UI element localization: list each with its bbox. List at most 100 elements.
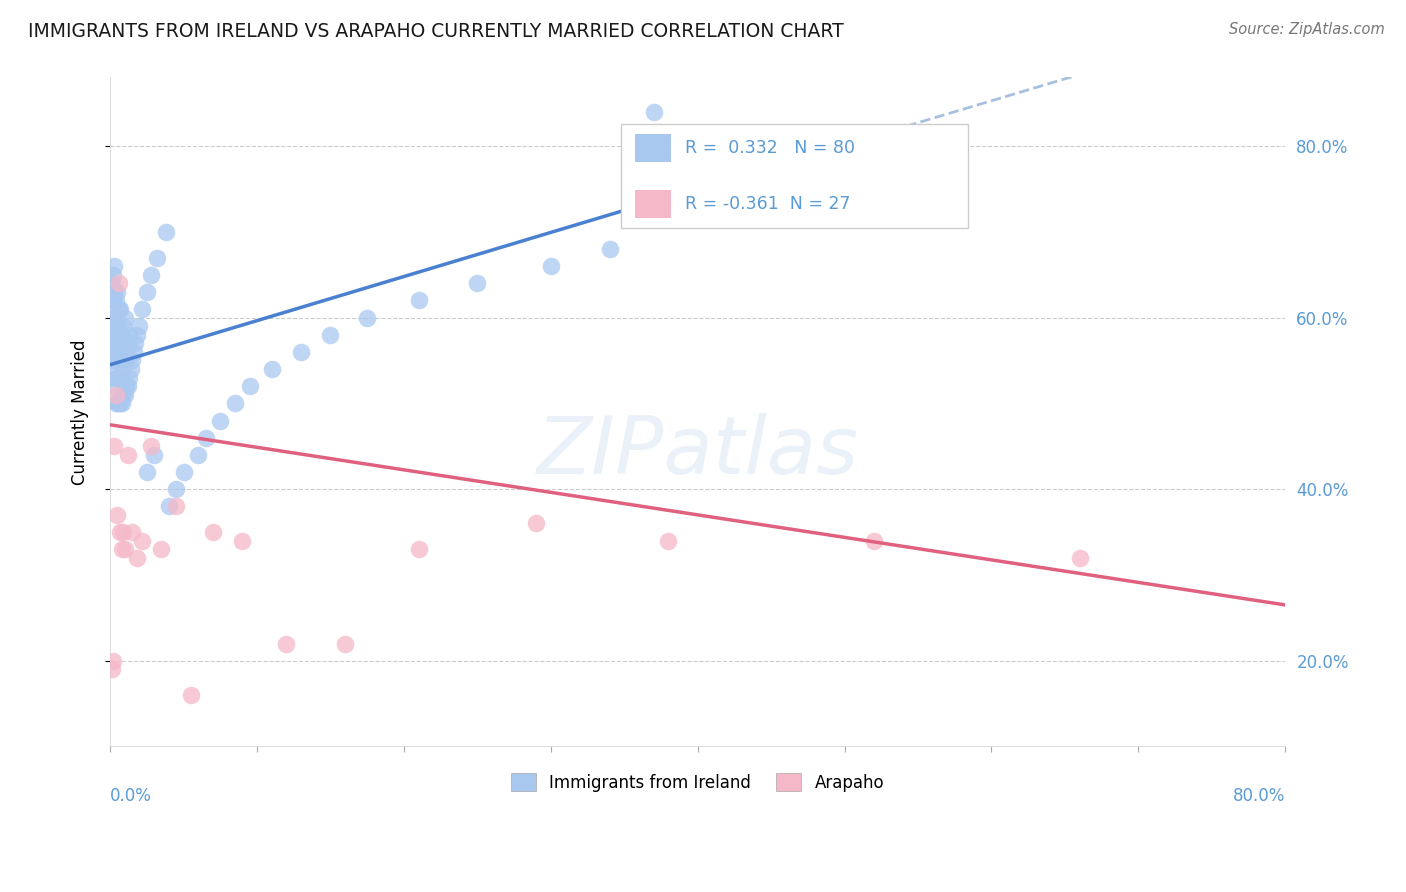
Point [110, 370, 132, 384]
Point [141, 439, 163, 453]
Point [333, 636, 356, 650]
Point [111, 327, 134, 342]
Point [114, 388, 136, 402]
Point [112, 353, 135, 368]
Point [141, 268, 163, 282]
Text: 80.0%: 80.0% [1233, 787, 1285, 805]
Point [135, 465, 157, 479]
Point [112, 388, 135, 402]
FancyBboxPatch shape [621, 124, 967, 228]
Point [110, 396, 132, 410]
Point [1069, 550, 1091, 565]
Point [103, 310, 125, 325]
Point [101, 268, 124, 282]
Text: IMMIGRANTS FROM IRELAND VS ARAPAHO CURRENTLY MARRIED CORRELATION CHART: IMMIGRANTS FROM IRELAND VS ARAPAHO CURRE… [28, 22, 844, 41]
Point [131, 301, 153, 316]
Point [100, 327, 122, 342]
Point [121, 353, 143, 368]
Point [643, 104, 665, 119]
Point [121, 524, 143, 539]
Legend: Immigrants from Ireland, Arapaho: Immigrants from Ireland, Arapaho [505, 767, 891, 798]
Point [173, 465, 195, 479]
Point [107, 508, 129, 522]
Point [276, 636, 298, 650]
Point [104, 293, 127, 308]
Point [165, 500, 187, 514]
Point [101, 654, 124, 668]
Point [100, 277, 122, 291]
Point [103, 285, 125, 299]
Point [155, 225, 177, 239]
Point [209, 413, 232, 427]
Point [103, 439, 125, 453]
Point [114, 542, 136, 557]
Point [863, 533, 886, 548]
Point [103, 336, 125, 351]
Point [114, 353, 136, 368]
Y-axis label: Currently Married: Currently Married [72, 339, 89, 484]
Point [107, 319, 129, 334]
Point [408, 293, 430, 308]
Point [103, 353, 125, 368]
Point [100, 345, 122, 359]
Point [157, 500, 180, 514]
Point [107, 345, 129, 359]
Point [117, 448, 139, 462]
Point [103, 379, 125, 393]
Point [110, 301, 132, 316]
Point [290, 345, 312, 359]
Point [224, 396, 246, 410]
FancyBboxPatch shape [636, 135, 671, 162]
Point [117, 379, 139, 393]
Point [194, 431, 217, 445]
Point [111, 542, 134, 557]
Point [524, 516, 547, 531]
Point [100, 662, 122, 676]
Point [112, 524, 135, 539]
Point [101, 362, 124, 376]
Point [146, 251, 169, 265]
Text: 0.0%: 0.0% [110, 787, 152, 805]
Point [599, 242, 621, 256]
Point [104, 370, 127, 384]
Text: ZIPatlas: ZIPatlas [537, 413, 859, 491]
Point [108, 396, 131, 410]
Point [187, 448, 209, 462]
Point [114, 310, 136, 325]
Point [104, 396, 127, 410]
Point [111, 396, 134, 410]
Point [143, 448, 166, 462]
Point [101, 327, 124, 342]
Point [260, 362, 283, 376]
Point [150, 542, 173, 557]
Point [104, 345, 127, 359]
Point [103, 259, 125, 273]
Point [108, 370, 131, 384]
Point [239, 379, 262, 393]
Point [125, 327, 148, 342]
Point [135, 285, 157, 299]
Point [111, 362, 134, 376]
Point [128, 319, 150, 334]
Point [112, 319, 135, 334]
Text: R =  0.332   N = 80: R = 0.332 N = 80 [685, 139, 855, 157]
Point [408, 542, 430, 557]
Point [165, 482, 187, 496]
Point [201, 524, 224, 539]
Point [319, 327, 342, 342]
Point [115, 345, 138, 359]
Point [104, 388, 127, 402]
Text: Source: ZipAtlas.com: Source: ZipAtlas.com [1229, 22, 1385, 37]
Point [180, 688, 202, 702]
Point [120, 362, 142, 376]
Point [115, 379, 138, 393]
Point [110, 336, 132, 351]
Point [356, 310, 378, 325]
Point [122, 345, 145, 359]
Point [101, 345, 124, 359]
Point [108, 336, 131, 351]
Point [657, 533, 679, 548]
Point [100, 293, 122, 308]
Point [117, 336, 139, 351]
Point [124, 336, 146, 351]
